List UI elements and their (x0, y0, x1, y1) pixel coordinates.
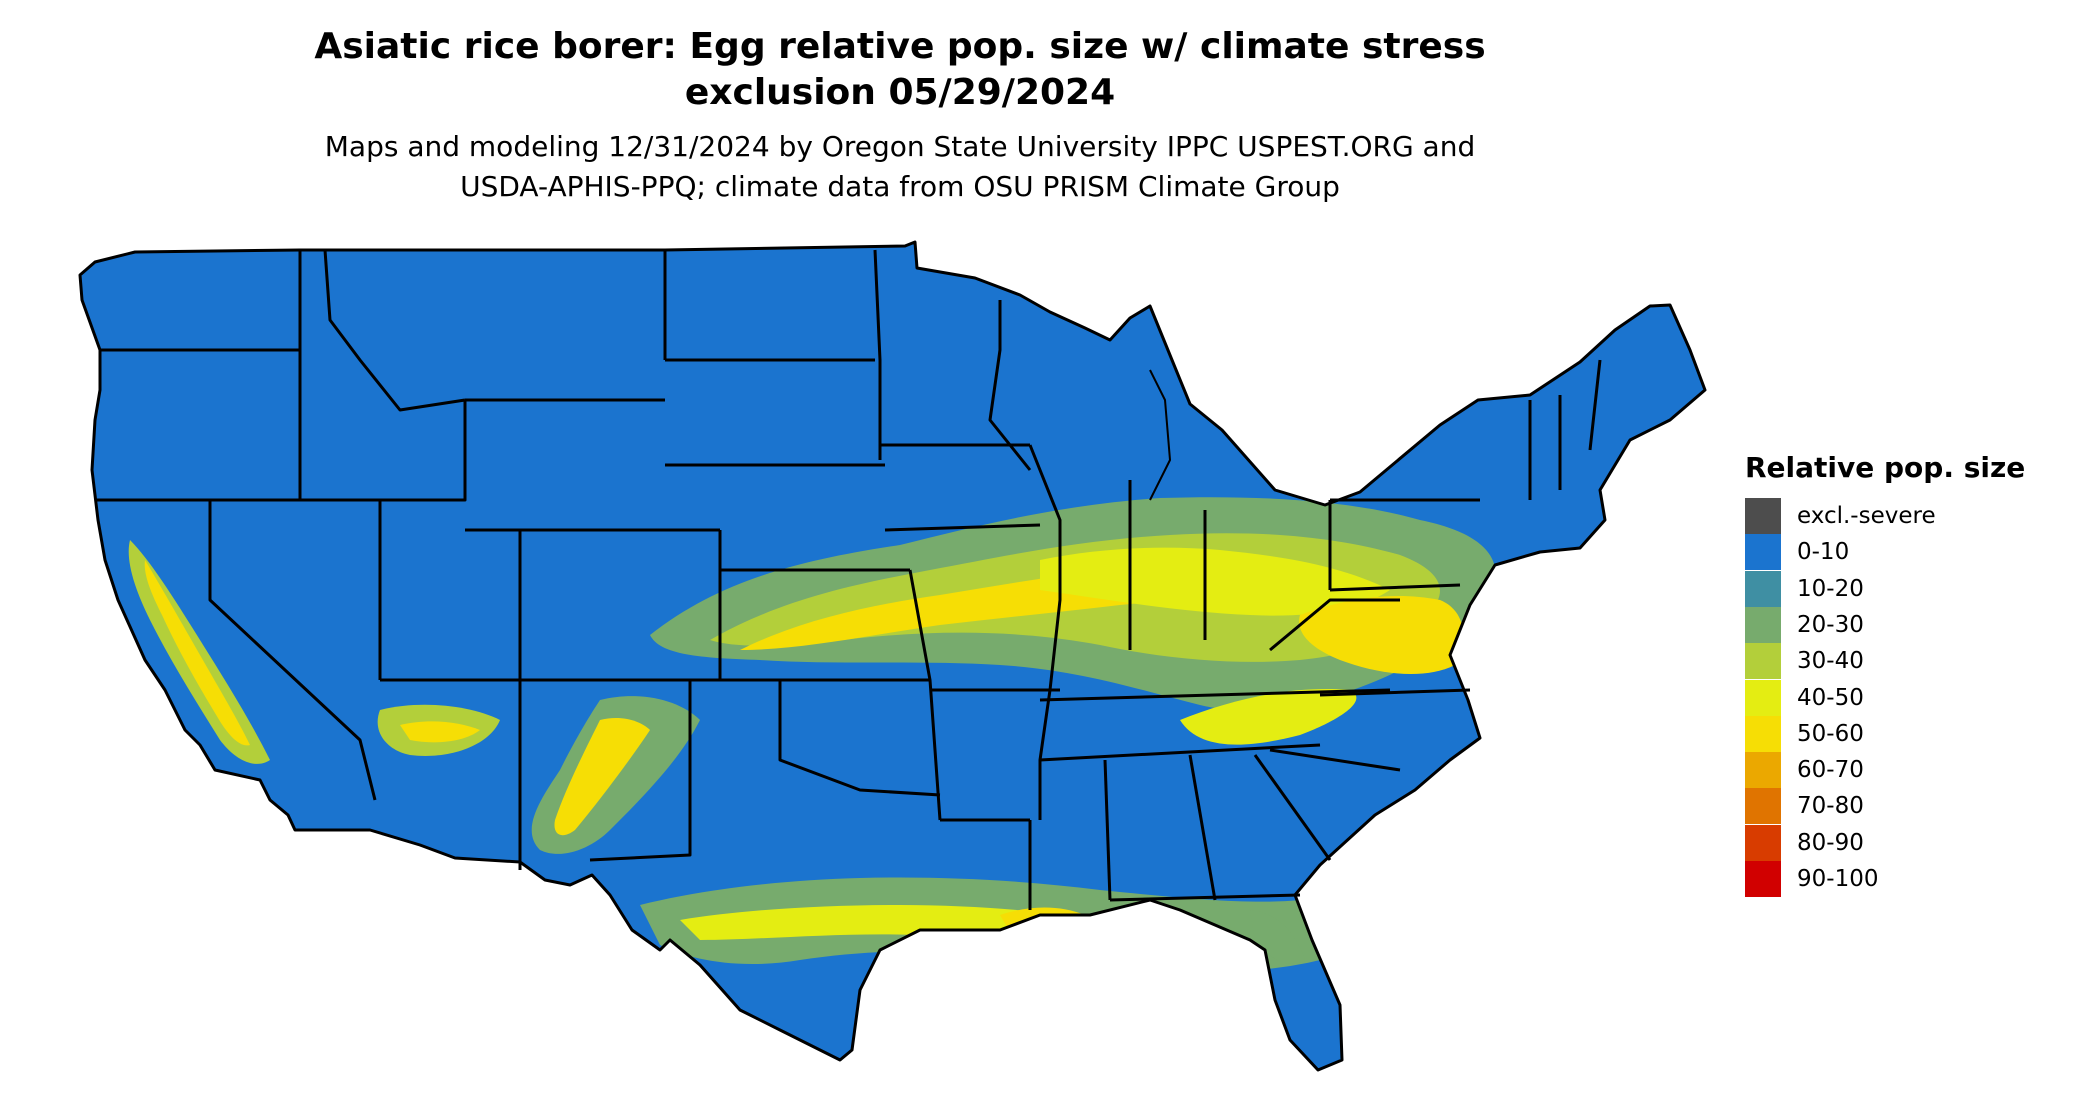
band-20-30-florida (1250, 910, 1305, 964)
legend-swatch (1745, 570, 1781, 607)
border-ks-mo (908, 569, 942, 821)
band-50-60-mid-atlantic (1299, 595, 1464, 675)
legend-label: excl.-severe (1797, 503, 1936, 529)
legend-label: 70-80 (1797, 793, 1864, 820)
lake-michigan (1149, 369, 1171, 501)
map-subtitle-line-2: USDA-APHIS-PPQ; climate data from OSU PR… (460, 170, 1340, 203)
border-nm-tx (589, 680, 692, 862)
legend-swatch (1745, 498, 1781, 534)
band-50-60-louisiana (1000, 907, 1085, 935)
legend-label: 30-40 (1797, 648, 1864, 675)
us-map (78, 240, 1707, 1096)
border-va-nc (1319, 688, 1471, 697)
border-ga-sc (1253, 754, 1332, 861)
legend-label: 80-90 (1797, 829, 1864, 856)
legend-label: 90-100 (1797, 866, 1879, 892)
band-50-60-southwest (554, 718, 650, 836)
legend-swatch (1745, 824, 1781, 861)
map-title-line-1: Asiatic rice borer: Egg relative pop. si… (314, 26, 1486, 67)
border-ia-mo (884, 523, 1041, 532)
border-tn-south (1039, 743, 1321, 762)
legend-swatch (1745, 606, 1781, 643)
band-50-60-arizona (400, 721, 480, 743)
legend-swatch (1745, 643, 1781, 680)
legend-swatch (1745, 788, 1781, 825)
band-40-50-ohio-valley (1040, 547, 1390, 616)
border-wi-mn (988, 300, 1032, 471)
border-ca-nv (208, 500, 377, 801)
legend-label: 60-70 (1797, 757, 1864, 784)
map-title-line-2: exclusion 05/29/2024 (684, 72, 1116, 113)
legend-swatch (1745, 861, 1781, 897)
border-nd-mn (873, 249, 882, 460)
legend-swatch (1745, 752, 1781, 789)
border-new-england (1528, 359, 1602, 500)
border-ky-tn (1039, 688, 1391, 702)
border-wv-va (1269, 598, 1400, 652)
legend-label: 20-30 (1797, 611, 1864, 638)
border-id-ut-wy (380, 400, 467, 502)
border-mississippi (1028, 444, 1062, 820)
band-50-60-florida-keys (1270, 1082, 1318, 1096)
border-id-mt (323, 249, 466, 412)
legend-label: 50-60 (1797, 720, 1864, 747)
state-borders (78, 240, 1707, 1072)
legend-title: Relative pop. size (1745, 451, 2026, 484)
legend-label: 10-20 (1797, 575, 1864, 602)
map-subtitle: Maps and modeling 12/31/2024 by Oregon S… (190, 127, 1610, 207)
legend-label: 0-10 (1797, 539, 1850, 566)
legend-swatch (1745, 679, 1781, 716)
legend-swatch (1745, 715, 1781, 752)
band-40-50-tennessee (1180, 689, 1357, 745)
map-subtitle-line-1: Maps and modeling 12/31/2024 by Oregon S… (324, 130, 1476, 163)
border-ga-fl (1109, 893, 1301, 902)
legend-swatch (1745, 534, 1781, 571)
legend-label: 40-50 (1797, 684, 1864, 711)
border-al-ga (1188, 754, 1217, 901)
border-ok-tx (778, 680, 941, 797)
border-pa-md (1329, 583, 1461, 592)
map-title: Asiatic rice borer: Egg relative pop. si… (190, 24, 1610, 116)
border-ms-al (1103, 759, 1112, 901)
border-nc-sc (1269, 748, 1401, 772)
band-50-60-california (144, 560, 250, 746)
